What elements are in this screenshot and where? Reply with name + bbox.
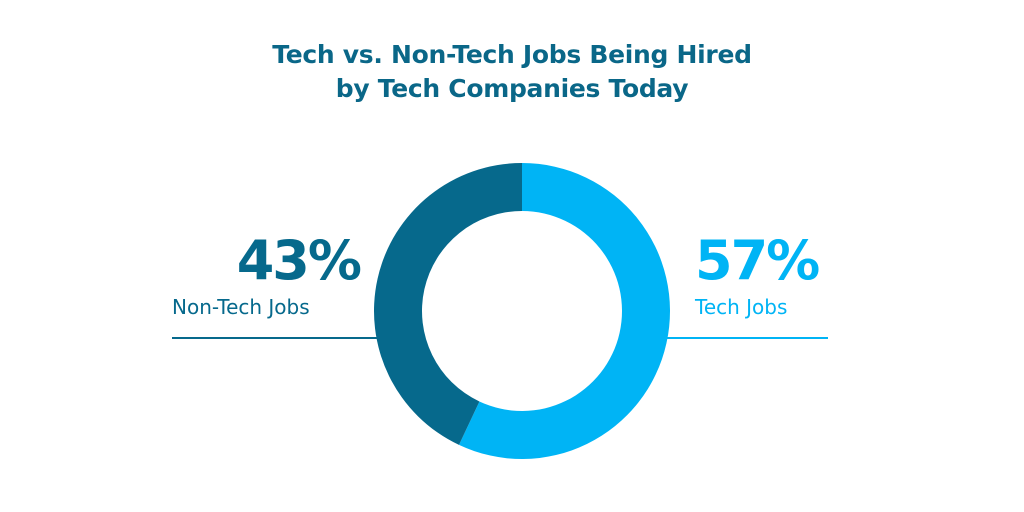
non-tech-label: Non-Tech Jobs	[172, 295, 310, 319]
slice-non-tech-jobs	[374, 163, 522, 445]
chart-title-line-2: by Tech Companies Today	[335, 74, 689, 103]
tech-percentage: 57%	[695, 229, 820, 292]
non-tech-percentage: 43%	[236, 229, 362, 292]
chart-title: Tech vs. Non-Tech Jobs Being Hired by Te…	[0, 38, 1024, 106]
donut-slices	[374, 163, 671, 459]
slice-tech-jobs	[458, 163, 671, 459]
tech-label: Tech Jobs	[695, 295, 788, 319]
chart-title-line-1: Tech vs. Non-Tech Jobs Being Hired	[272, 40, 752, 69]
